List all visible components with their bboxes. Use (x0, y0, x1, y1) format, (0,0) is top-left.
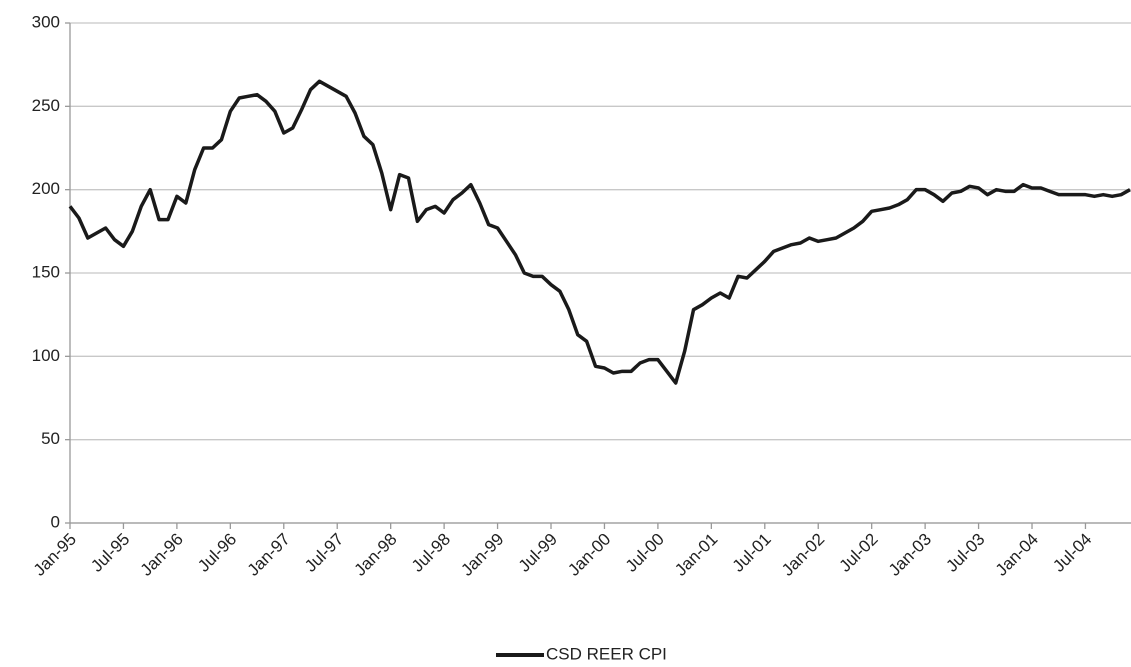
y-tick-label: 50 (41, 429, 60, 448)
x-tick-label: Jul-96 (194, 530, 240, 576)
x-tick-label: Jan-04 (992, 530, 1042, 580)
x-tick-label: Jan-01 (671, 530, 721, 580)
y-tick-label: 200 (32, 179, 60, 198)
x-tick-label: Jan-00 (564, 530, 614, 580)
x-tick-label: Jan-02 (778, 530, 828, 580)
legend-label: CSD REER CPI (546, 644, 667, 663)
x-tick-label: Jul-98 (408, 530, 454, 576)
x-tick-label: Jan-98 (350, 530, 400, 580)
x-tick-label: Jul-97 (301, 530, 347, 576)
x-tick-label: Jul-02 (835, 530, 881, 576)
x-tick-label: Jan-97 (244, 530, 294, 580)
x-tick-label: Jul-04 (1049, 530, 1095, 576)
x-tick-label: Jan-99 (457, 530, 507, 580)
x-tick-label: Jan-03 (885, 530, 935, 580)
x-tick-label: Jul-99 (515, 530, 561, 576)
y-tick-label: 150 (32, 262, 60, 281)
x-tick-label: Jul-03 (942, 530, 988, 576)
x-tick-label: Jan-96 (137, 530, 187, 580)
y-tick-label: 250 (32, 96, 60, 115)
line (68, 79, 1131, 385)
x-tick-label: Jul-00 (622, 530, 668, 576)
y-tick-label: 100 (32, 346, 60, 365)
y-tick-label: 0 (51, 512, 60, 531)
y-tick-label: 300 (32, 12, 60, 31)
x-tick-label: Jul-95 (87, 530, 133, 576)
x-tick-label: Jan-95 (30, 530, 80, 580)
x-tick-label: Jul-01 (729, 530, 775, 576)
